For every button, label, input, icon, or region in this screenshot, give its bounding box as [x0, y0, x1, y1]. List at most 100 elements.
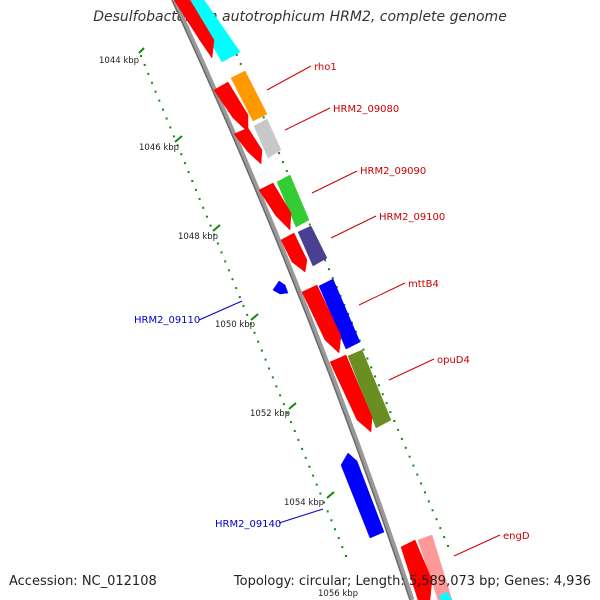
- scale-tick-label: 1048 kbp: [178, 232, 218, 242]
- tick-dot: [435, 518, 438, 521]
- gene-feature: [297, 225, 328, 267]
- tick-dot: [176, 144, 179, 147]
- tick-dot: [404, 446, 407, 449]
- cds-feature: [213, 81, 249, 133]
- tick-dot: [345, 555, 347, 557]
- tick-dot: [271, 376, 274, 379]
- tick-dot: [328, 268, 330, 271]
- tick-dot: [231, 278, 234, 281]
- scale-tick-label: 1044 kbp: [99, 56, 139, 66]
- tick-dot: [381, 393, 384, 396]
- tick-dot: [290, 421, 293, 424]
- tick-dot: [162, 108, 164, 111]
- tick-dot: [315, 483, 318, 486]
- tick-dot: [420, 482, 423, 485]
- tick-dot: [447, 545, 449, 547]
- scale-tick-label: 1046 kbp: [139, 143, 179, 153]
- scale-tick-label: 1050 kbp: [215, 320, 255, 330]
- tick-dot: [312, 474, 315, 477]
- tick-dot: [400, 437, 403, 440]
- major-tick: [250, 313, 259, 321]
- tick-dot: [239, 62, 242, 65]
- tick-dot: [326, 510, 329, 513]
- tick-dot: [172, 135, 175, 138]
- tick-dot: [374, 375, 377, 378]
- scale-tick-label: 1056 kbp: [318, 589, 358, 599]
- tick-dot: [275, 385, 278, 388]
- tick-dot: [389, 411, 392, 414]
- gene-label-rho1: rho1: [314, 62, 337, 73]
- tick-dot: [408, 455, 411, 458]
- tick-dot: [147, 72, 150, 75]
- tick-dot: [358, 339, 361, 342]
- tick-dot: [246, 313, 249, 316]
- tick-dot: [308, 223, 311, 226]
- callout-line: [453, 534, 501, 557]
- gene-labels: rho1 HRM2_09080 HRM2_09090 HRM2_09100 mt…: [134, 62, 530, 542]
- gene-label-hrm2-09100: HRM2_09100: [379, 212, 445, 223]
- tick-dot: [416, 473, 419, 476]
- tick-dot: [323, 501, 325, 504]
- tick-dot: [220, 251, 223, 254]
- accession-text: Accession: NC_012108: [9, 574, 157, 589]
- tick-dot: [216, 242, 219, 245]
- tick-dot: [286, 412, 289, 415]
- gene-label-hrm2-09080: HRM2_09080: [333, 104, 399, 115]
- tick-dot: [385, 402, 388, 405]
- tick-dot: [249, 322, 252, 325]
- genome-backbone: [171, 0, 415, 600]
- callout-line: [266, 65, 312, 91]
- genome-backbone-highlight: [171, 0, 411, 600]
- cds-feature: [400, 539, 433, 600]
- tick-dot: [297, 438, 300, 441]
- cds-feature: [301, 284, 342, 354]
- tick-dot: [143, 63, 146, 66]
- tick-dot: [279, 394, 282, 397]
- tick-dot: [362, 348, 365, 351]
- tick-dot: [439, 527, 442, 530]
- gene-label-opud4: opuD4: [437, 355, 470, 366]
- tick-dot: [443, 536, 446, 539]
- tick-dot: [154, 90, 157, 93]
- tick-marks: [140, 45, 449, 557]
- cds-feature: [258, 182, 292, 231]
- gene-feature: [438, 591, 453, 600]
- scale-tick-label: 1054 kbp: [284, 498, 324, 508]
- callout-line: [311, 170, 358, 194]
- tick-dot: [424, 491, 426, 494]
- tick-dot: [242, 305, 245, 307]
- tick-dot: [224, 260, 227, 263]
- gene-label-engd: engD: [503, 531, 530, 542]
- tick-dot: [198, 197, 201, 200]
- tick-dot: [227, 269, 230, 272]
- major-tick: [138, 47, 145, 54]
- tick-dot: [427, 500, 430, 503]
- tick-dot: [235, 287, 238, 290]
- scale-tick-label: 1052 kbp: [250, 409, 290, 419]
- cds-feature: [173, 0, 215, 59]
- callout-line: [358, 282, 406, 306]
- genome-summary-text: Topology: circular; Length: 5,589,073 bp…: [233, 574, 591, 589]
- reverse-track: [272, 280, 385, 539]
- tick-dot: [301, 447, 304, 450]
- tick-dot: [334, 528, 336, 531]
- tick-dot: [194, 188, 197, 191]
- callout-line: [330, 215, 377, 239]
- gene-feature: [253, 118, 282, 159]
- reverse-feature: [272, 280, 289, 295]
- tick-dot: [260, 349, 263, 352]
- gene-feature: [230, 70, 268, 122]
- tick-dot: [308, 465, 311, 468]
- tick-dot: [393, 420, 396, 422]
- tick-dot: [268, 367, 271, 370]
- gene-label-hrm2-09140: HRM2_09140: [215, 519, 281, 530]
- tick-dot: [331, 277, 334, 280]
- cds-feature: [233, 127, 263, 165]
- tick-dot: [209, 224, 212, 227]
- gene-label-hrm2-09090: HRM2_09090: [360, 166, 426, 177]
- scale-labels: 1044 kbp 1046 kbp 1048 kbp 1050 kbp 1052…: [99, 56, 358, 599]
- tick-dot: [169, 126, 172, 129]
- tick-dot: [377, 384, 380, 387]
- tick-dot: [431, 509, 434, 512]
